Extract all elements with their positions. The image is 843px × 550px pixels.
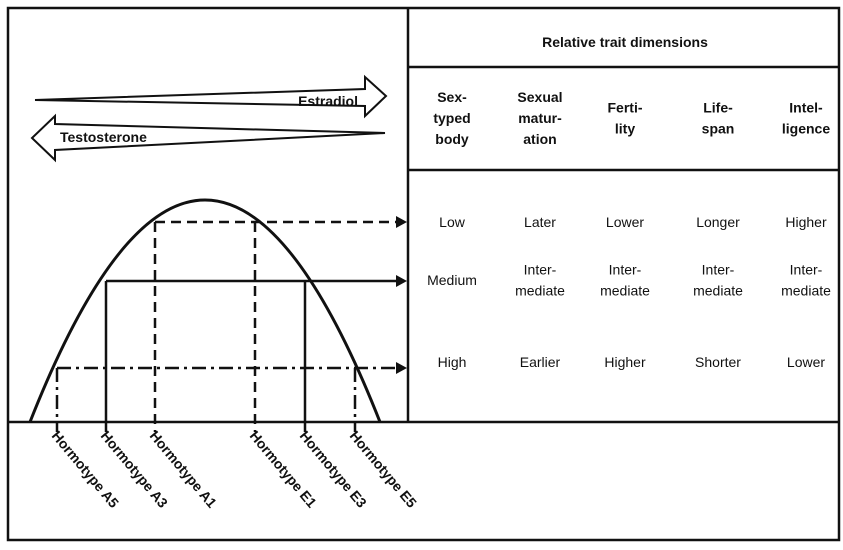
column-header: matur-	[518, 110, 562, 126]
table-cell: Inter-	[702, 262, 735, 278]
testosterone-arrow	[30, 113, 386, 163]
column-header: ation	[523, 131, 556, 147]
guides	[55, 220, 398, 432]
table-cell: Shorter	[695, 354, 741, 370]
table-cell: Medium	[427, 272, 477, 288]
table-cell: Low	[439, 214, 466, 230]
column-header: ligence	[782, 121, 830, 137]
table-title: Relative trait dimensions	[542, 34, 708, 50]
arrowhead	[396, 216, 407, 228]
table-cell: Lower	[606, 214, 644, 230]
arrowhead	[396, 275, 407, 287]
table-cell: mediate	[515, 283, 565, 299]
table-cell: Inter-	[609, 262, 642, 278]
column-header: lity	[615, 121, 635, 137]
table-cell: High	[438, 354, 467, 370]
column-header: Sex-	[437, 89, 467, 105]
estradiol-arrow	[34, 74, 388, 119]
curve	[28, 198, 382, 423]
table-cell: Inter-	[524, 262, 557, 278]
arrow-label: Estradiol	[298, 93, 358, 109]
table-cell: Inter-	[790, 262, 823, 278]
column-header: body	[435, 131, 469, 147]
column-header: Life-	[703, 100, 733, 116]
column-header: Sexual	[517, 89, 562, 105]
column-header: Intel-	[789, 100, 823, 116]
arrow-label: Testosterone	[60, 129, 147, 145]
table-cell: Longer	[696, 214, 740, 230]
table-cell: mediate	[781, 283, 831, 299]
table-cell: Higher	[785, 214, 827, 230]
table-cell: Lower	[787, 354, 825, 370]
table-cell: mediate	[600, 283, 650, 299]
column-header: span	[702, 121, 735, 137]
table-cell: Later	[524, 214, 556, 230]
column-header: Ferti-	[608, 100, 643, 116]
table-cell: Higher	[604, 354, 646, 370]
outer-border	[6, 6, 841, 542]
arrowhead	[396, 362, 407, 374]
table-cell: mediate	[693, 283, 743, 299]
column-header: typed	[433, 110, 470, 126]
table-cell: Earlier	[520, 354, 561, 370]
